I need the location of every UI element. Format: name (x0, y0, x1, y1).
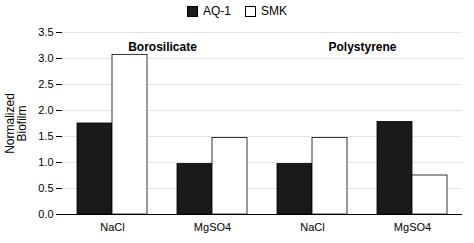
svg-text:0.0: 0.0 (38, 208, 53, 220)
svg-text:3.0: 3.0 (38, 52, 53, 64)
svg-text:2.0: 2.0 (38, 104, 53, 116)
svg-text:Borosilicate: Borosilicate (128, 40, 197, 54)
svg-text:0.5: 0.5 (38, 182, 53, 194)
html-text:SMK: SMK (261, 4, 287, 18)
svg-text:Polystyrene: Polystyrene (328, 40, 396, 54)
svg-text:NaCl: NaCl (100, 221, 124, 233)
svg-text:2.5: 2.5 (38, 78, 53, 90)
svg-text:NormalizedBiofilm: NormalizedBiofilm (3, 93, 29, 154)
svg-text:MgSO4: MgSO4 (194, 221, 231, 233)
svg-text:NaCl: NaCl (300, 221, 324, 233)
svg-text:3.5: 3.5 (38, 26, 53, 38)
svg-text:MgSO4: MgSO4 (394, 221, 431, 233)
svg-text:1.5: 1.5 (38, 130, 53, 142)
svg-text:1.0: 1.0 (38, 156, 53, 168)
html-text:AQ-1: AQ-1 (203, 4, 231, 18)
